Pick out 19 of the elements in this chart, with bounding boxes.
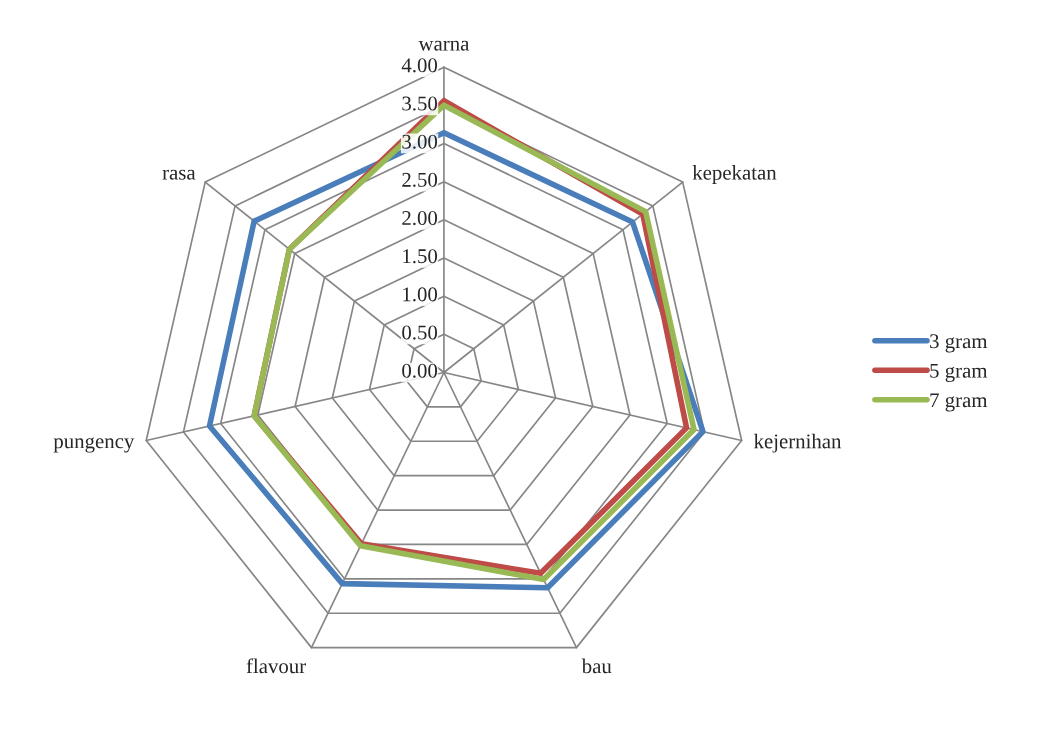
y-tick-label: 2.50 [402,172,438,187]
spoke-label: rasa [162,169,196,180]
spoke-label: bau [581,658,612,674]
y-tick-label: 1.00 [403,287,438,302]
y-tick-label: 3.00 [402,134,438,149]
legend-label: 7 gram [930,393,988,412]
legend-label: 5 gram [930,363,988,383]
y-tick-label: 1.50 [403,249,438,264]
y-tick-label: 0.00 [402,363,438,378]
y-tick-label: 2.00 [402,210,438,226]
y-tick-label: 4.00 [401,58,438,73]
spoke-label: warna [418,40,470,51]
y-tick-label: 3.50 [402,96,438,111]
y-tick-label: 0.50 [402,325,438,340]
legend-label: 3 gram [930,334,988,353]
spoke-label: pungency [53,437,135,453]
spoke-label: kejernihan [753,433,842,453]
spoke-label: kepekatan [692,165,777,184]
spoke-label: flavour [246,658,306,674]
